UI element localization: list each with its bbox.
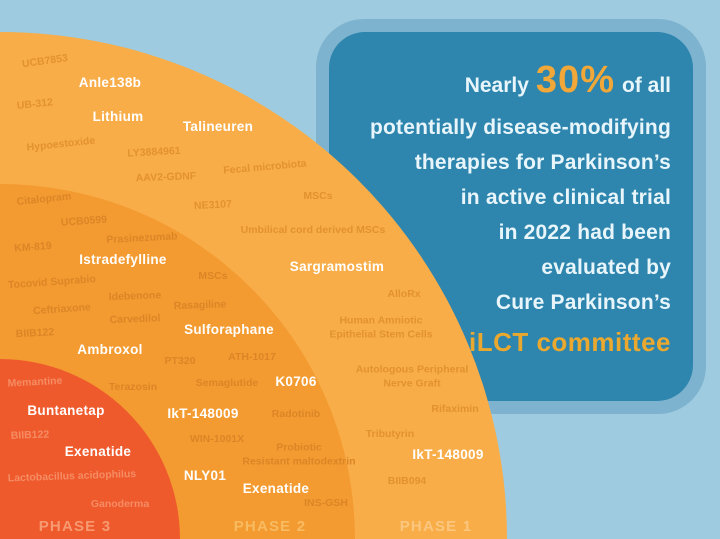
therapy-label: Exenatide [242,481,310,497]
therapy-label: LY3884961 [127,144,181,160]
therapy-label: Tributyrin [365,428,415,441]
therapy-label: Lithium [92,109,144,125]
therapy-label: Ambroxol [77,342,143,358]
therapy-label: BIIB122 [15,326,55,341]
therapy-label: Sulforaphane [184,322,274,338]
therapy-label: Semaglutide [195,377,259,390]
therapy-label: MSCs [198,270,228,283]
therapy-label: Memantine [7,374,63,390]
therapy-label: Terazosin [108,381,158,394]
stat-prefix: Nearly [464,74,529,97]
therapy-label: Talineuren [182,119,254,135]
therapy-label: Anle138b [78,75,142,91]
therapy-label: NLY01 [183,468,227,484]
therapy-label: Buntanetap [27,403,105,419]
therapy-label: Sargramostim [289,259,385,275]
therapy-label: AlloRx [387,288,421,301]
therapy-label: BIIB122 [10,428,50,442]
stat-panel-inner: Nearly 30% of all potentially disease-modi… [329,32,693,401]
therapy-label: Carvedilol [109,312,161,327]
stat-value: 30% [535,59,615,101]
therapy-label: K0706 [275,374,317,390]
therapy-label: Exenatide [64,444,132,460]
therapy-label: Istradefylline [79,252,167,268]
therapy-label: Rasagiline [173,298,227,313]
panel-text-line: potentially disease-modifying [369,116,671,139]
therapy-label: Rifaximin [431,403,479,416]
therapy-label: Radotinib [271,408,321,421]
stat-panel: Nearly 30% of all potentially disease-modi… [316,19,706,414]
therapy-label: INS-GSH [304,497,348,510]
therapy-label: Human Amniotic Epithelial Stem Cells [329,314,433,340]
panel-text-line: in 2022 had been [498,221,671,244]
panel-text-line: evaluated by [541,256,671,279]
therapy-label: Umbilical cord derived MSCs [240,224,386,237]
therapy-label: ATH-1017 [228,351,276,364]
ilct-committee-label: iLCT committee [468,327,671,357]
therapy-label: Ganoderma [90,498,150,511]
therapy-label: Probiotic Resistant maltodextrin [242,441,356,467]
panel-text-line: in active clinical trial [460,186,671,209]
panel-body-lines: potentially disease-modifying therapies f… [339,110,671,320]
therapy-label: KM-819 [13,239,52,255]
stat-line: Nearly 30% of all [339,58,671,110]
therapy-label: BIIB094 [387,475,427,488]
therapy-label: WIN-1001X [189,433,245,446]
therapy-label: NE3107 [193,198,233,213]
phase-2-label: PHASE 2 [233,518,307,535]
therapy-label: Autologous Peripheral Nerve Graft [355,363,469,389]
phase-1-label: PHASE 1 [399,518,473,535]
phase-3-label: PHASE 3 [38,518,112,535]
panel-text-line: therapies for Parkinson’s [414,151,671,174]
panel-text-line: Cure Parkinson’s [495,291,671,314]
stat-suffix: of all [621,74,671,97]
therapy-label: IkT-148009 [167,406,239,422]
therapy-label: Idebenone [108,289,162,304]
therapy-label: MSCs [303,190,333,203]
therapy-label: PT320 [164,355,196,368]
therapy-label: IkT-148009 [412,447,484,463]
therapy-label: AAV2-GDNF [135,170,197,185]
